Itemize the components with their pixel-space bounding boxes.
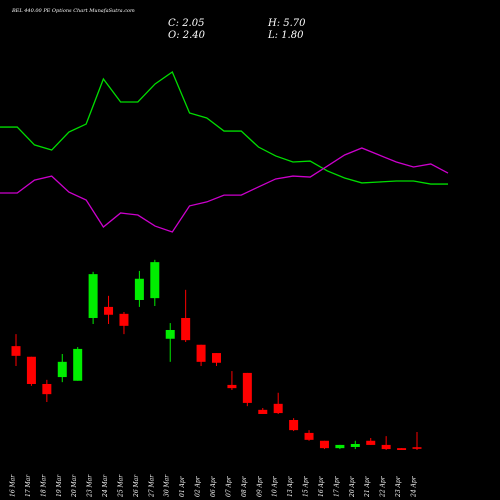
candle-body [242,372,252,403]
x-tick-label: 30 Mar [164,474,171,497]
x-tick-label: 06 Apr [210,475,217,497]
x-tick-label: 16 Mar [10,474,17,497]
candle-body [11,346,21,356]
indicator-line [0,147,449,233]
candle-body [273,403,283,414]
x-tick-label: 18 Mar [40,474,47,497]
candle-body [289,419,299,431]
candle-body [165,329,175,339]
x-tick-label: 25 Mar [117,474,124,498]
candle-body [196,344,206,362]
candle-body [350,443,360,447]
candle-body [150,262,160,299]
x-tick-label: 02 Apr [195,475,202,497]
x-tick-label: 09 Apr [256,475,263,497]
candle-body [335,444,345,449]
x-tick-label: 10 Apr [272,475,279,497]
x-tick-label: 01 Apr [179,475,186,497]
candle-body [412,447,422,449]
x-tick-label: 15 Apr [303,475,310,497]
x-tick-label: 17 Apr [333,475,340,497]
candle-body [227,384,237,389]
candle-body [319,440,329,449]
candle-body [212,353,221,363]
x-tick-label: 21 Apr [364,475,371,498]
x-tick-label: 17 Mar [25,474,32,497]
candle-body [42,383,52,395]
x-tick-label: 08 Apr [241,475,248,497]
x-tick-label: 24 Mar [102,474,109,498]
x-tick-label: 16 Apr [318,475,325,497]
candle-body [381,444,391,450]
indicator-line [0,70,448,185]
x-tick-label: 20 Apr [349,475,356,498]
candle-body [57,361,67,378]
chart-title: BEL 440.00 PE Options Chart MunafaSutra.… [11,8,135,14]
x-tick-label: 27 Mar [148,474,155,498]
candle-body [26,356,36,384]
candle-body [88,274,98,318]
x-tick-label: 20 Mar [71,474,78,498]
open-label: O: 2.40 [168,30,206,41]
close-label: C: 2.05 [168,18,204,29]
candle-body [258,409,268,414]
x-tick-label: 13 Apr [287,475,294,497]
x-tick-label: 23 Mar [87,474,94,498]
candle-body [366,440,376,445]
x-tick-label: 19 Mar [56,474,63,497]
candle-body [73,348,83,381]
candle-body [134,278,144,300]
x-tick-label: 26 Mar [133,474,140,498]
candle-body [104,306,114,315]
candle-body [119,313,129,326]
x-tick-label: 22 Apr [380,475,387,498]
candle-body [304,432,314,440]
candle-body [397,448,407,450]
x-tick-label: 23 Apr [395,475,402,498]
high-label: H: 5.70 [267,18,306,29]
low-label: L: 1.80 [267,30,304,41]
x-tick-label: 24 Apr [411,475,418,498]
x-tick-label: 07 Apr [225,475,232,497]
candle-body [181,317,191,341]
